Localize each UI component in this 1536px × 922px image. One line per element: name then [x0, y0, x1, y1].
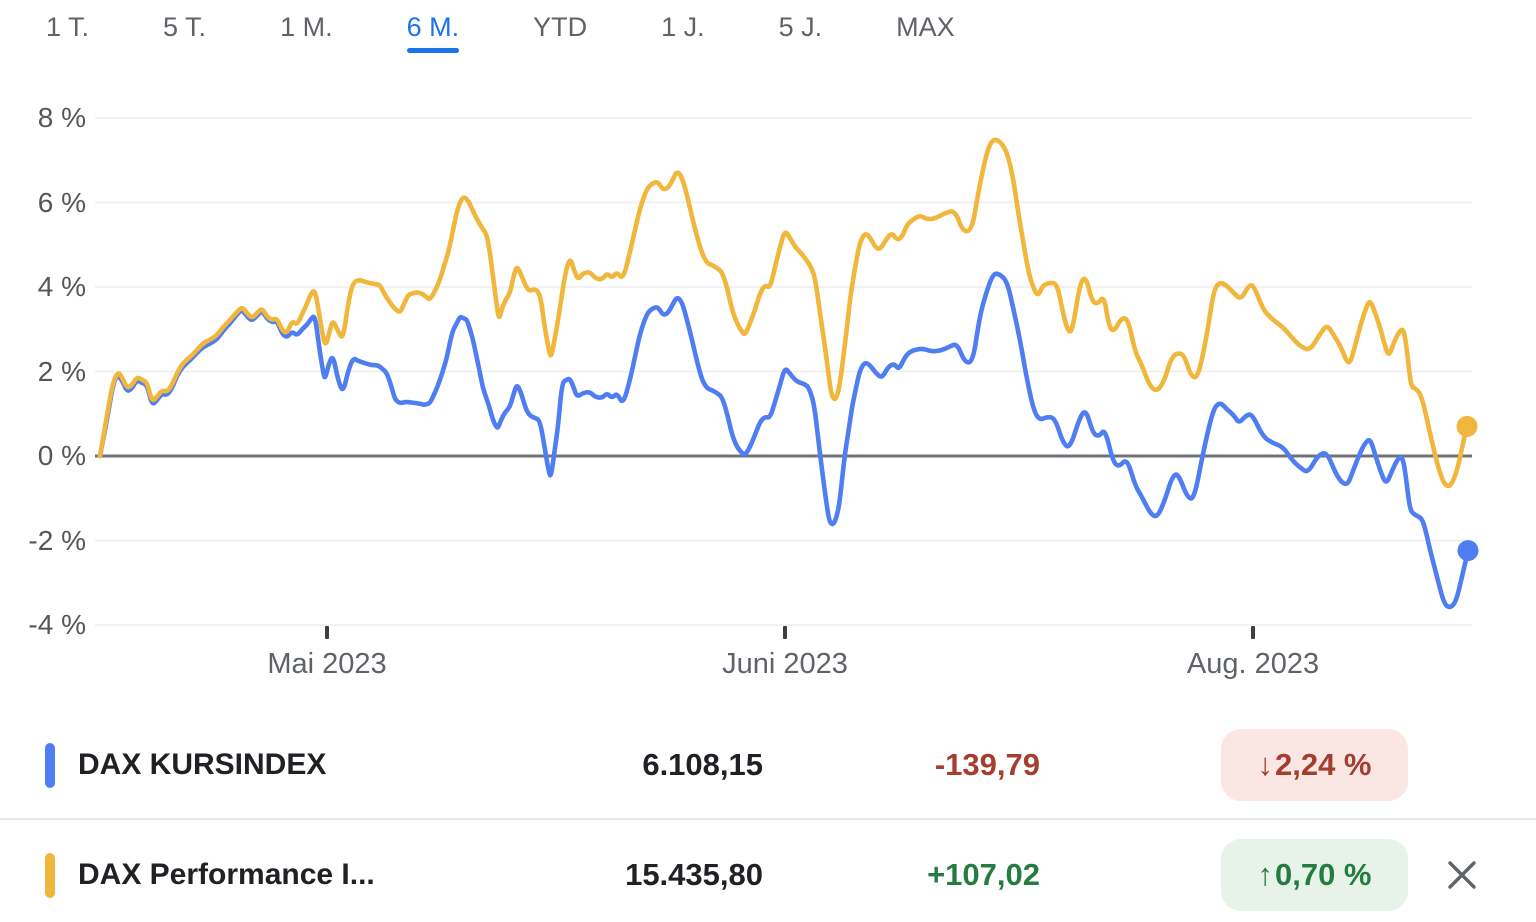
- comparison-line-chart: [95, 117, 1479, 639]
- tab-label: MAX: [896, 12, 955, 42]
- tab-max[interactable]: MAX: [896, 8, 955, 53]
- tab-label: 1 T.: [46, 12, 90, 42]
- change-percent-badge: ↓ 2,24 %: [1221, 729, 1408, 801]
- tab-ytd[interactable]: YTD: [533, 8, 587, 53]
- up-arrow-icon: ↑: [1257, 857, 1273, 892]
- series-name: DAX Performance I...: [78, 858, 375, 891]
- series-line-dax-kursindex: [97, 271, 1471, 610]
- tab-1t[interactable]: 1 T.: [46, 8, 89, 53]
- series-name: DAX KURSINDEX: [78, 748, 327, 781]
- series-line-dax-performance: [97, 137, 1470, 489]
- series-value: 15.435,80: [625, 857, 763, 892]
- tab-1m[interactable]: 1 M.: [280, 8, 333, 53]
- y-axis-label: -2 %: [28, 524, 86, 556]
- tab-1j[interactable]: 1 J.: [661, 8, 705, 53]
- tab-6m[interactable]: 6 M.: [406, 8, 460, 53]
- tab-label: 5 T.: [163, 12, 207, 42]
- tab-5j[interactable]: 5 J.: [779, 8, 823, 53]
- change-percent-value: 0,70 %: [1274, 857, 1372, 892]
- x-axis-tick: [1251, 626, 1255, 639]
- tab-label: 6 M.: [406, 12, 460, 42]
- series-value: 6.108,15: [642, 747, 763, 782]
- y-axis-label: -4 %: [28, 609, 86, 640]
- change-percent-badge: ↑ 0,70 %: [1221, 839, 1408, 911]
- x-axis-label: Aug. 2023: [1186, 648, 1320, 680]
- tab-label: 5 J.: [778, 12, 823, 42]
- down-arrow-icon: ↓: [1257, 747, 1273, 782]
- series-marker-blue: [45, 743, 55, 788]
- x-axis-tick: [783, 626, 787, 639]
- series-end-dot-dax-kursindex: [1457, 540, 1479, 562]
- close-icon: [1448, 861, 1476, 889]
- active-tab-underline: [406, 48, 460, 53]
- series-change: -139,79: [934, 747, 1040, 782]
- legend-row-dax-performance: DAX Performance I... 15.435,80 +107,02 ↑…: [0, 832, 1536, 918]
- x-axis-label: Juni 2023: [722, 648, 848, 680]
- y-axis-label: 2 %: [37, 355, 86, 387]
- series-marker-yellow: [45, 853, 55, 898]
- tab-5t[interactable]: 5 T.: [163, 8, 206, 53]
- y-axis-label: 6 %: [37, 186, 86, 218]
- legend-divider: [0, 818, 1536, 820]
- remove-series-button[interactable]: [1437, 856, 1487, 894]
- x-axis-label: Mai 2023: [267, 648, 387, 680]
- change-percent-value: 2,24 %: [1274, 747, 1372, 782]
- time-range-tabs: 1 T. 5 T. 1 M. 6 M. YTD 1 J. 5 J. MAX: [46, 8, 955, 53]
- legend-row-dax-kursindex: DAX KURSINDEX 6.108,15 -139,79 ↓ 2,24 %: [0, 722, 1536, 808]
- x-axis-tick: [325, 626, 329, 639]
- tab-label: 1 J.: [661, 12, 705, 42]
- series-end-dot-dax-performance: [1456, 415, 1478, 437]
- y-axis-label: 4 %: [37, 271, 86, 302]
- tab-label: 1 M.: [280, 12, 333, 42]
- series-change: +107,02: [927, 857, 1040, 892]
- y-axis-label: 8 %: [37, 102, 86, 133]
- tab-label: YTD: [533, 12, 588, 42]
- y-axis-label: 0 %: [37, 440, 86, 471]
